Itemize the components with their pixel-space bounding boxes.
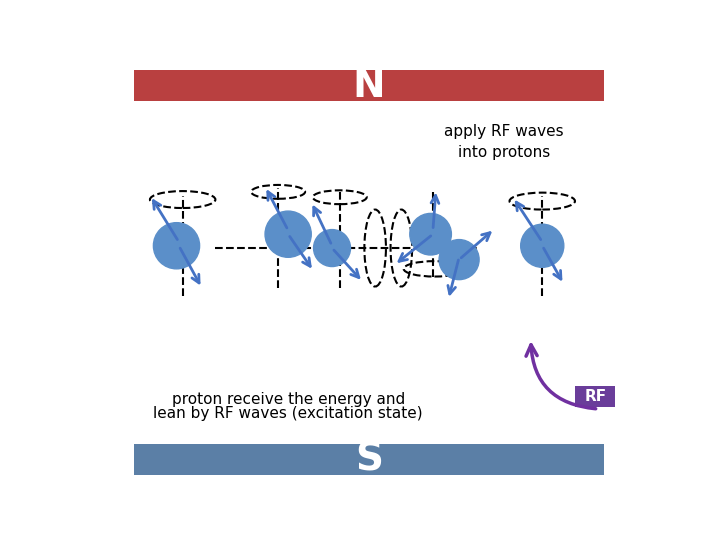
Text: apply RF waves
into protons: apply RF waves into protons: [444, 124, 564, 160]
Text: lean by RF waves (excitation state): lean by RF waves (excitation state): [153, 406, 423, 421]
Circle shape: [265, 211, 311, 257]
Circle shape: [439, 240, 479, 280]
Text: RF: RF: [585, 389, 606, 404]
Circle shape: [153, 222, 199, 269]
FancyArrowPatch shape: [526, 345, 595, 409]
Circle shape: [521, 224, 564, 267]
FancyBboxPatch shape: [134, 70, 604, 101]
Text: N: N: [353, 66, 385, 105]
FancyBboxPatch shape: [134, 444, 604, 475]
Text: proton receive the energy and: proton receive the energy and: [171, 392, 405, 407]
FancyBboxPatch shape: [575, 386, 616, 408]
Circle shape: [410, 213, 451, 255]
Circle shape: [314, 230, 351, 267]
Text: S: S: [355, 441, 383, 479]
